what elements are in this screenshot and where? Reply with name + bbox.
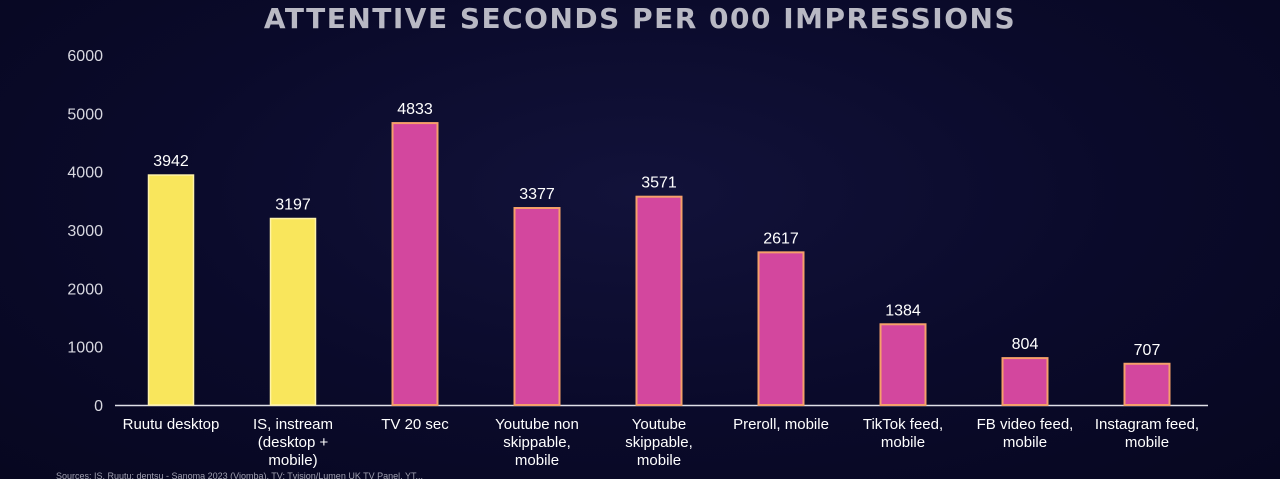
x-tick-label-line: mobile) — [268, 452, 317, 469]
bar — [269, 217, 317, 406]
x-tick-label: IS, instream (desktop + mobile) — [253, 416, 333, 469]
data-label: 2617 — [763, 230, 799, 247]
y-tick-label: 3000 — [67, 223, 103, 240]
x-tick-label-line: skippable, — [503, 434, 571, 451]
y-tick-label: 2000 — [67, 281, 103, 298]
x-tick-label-line: Youtube non — [495, 416, 579, 433]
x-tick-label-line: skippable, — [625, 434, 693, 451]
bar — [391, 122, 439, 406]
bar — [513, 207, 561, 406]
y-tick-label: 6000 — [67, 48, 103, 65]
x-tick-label: TikTok feed, mobile — [863, 416, 943, 451]
data-label: 3197 — [275, 197, 311, 214]
x-tick-label-line: Ruutu desktop — [123, 416, 220, 433]
x-tick-label-line: Instagram feed, — [1095, 416, 1199, 433]
x-tick-label: FB video feed, mobile — [977, 416, 1074, 451]
x-tick-label-line: mobile — [881, 434, 925, 451]
bar — [147, 174, 195, 406]
x-tick-label: Youtube skippable, mobile — [625, 416, 693, 469]
bar — [1123, 362, 1171, 406]
data-label: 804 — [1012, 336, 1039, 353]
data-label: 3377 — [519, 186, 555, 203]
bar — [757, 251, 805, 406]
y-tick-label: 1000 — [67, 340, 103, 357]
bar — [1001, 357, 1049, 407]
x-tick-label-line: mobile — [637, 452, 681, 469]
y-tick-label: 4000 — [67, 165, 103, 182]
x-tick-label: Instagram feed, mobile — [1095, 416, 1199, 451]
x-tick-label: Youtube non skippable, mobile — [495, 416, 579, 469]
x-tick-label: Ruutu desktop — [123, 416, 220, 433]
x-tick-label-line: Preroll, mobile — [733, 416, 829, 433]
x-tick-label-line: TikTok feed, — [863, 416, 943, 433]
data-label: 1384 — [885, 302, 921, 319]
chart-title: ATTENTIVE SECONDS PER 000 IMPRESSIONS — [263, 2, 1017, 35]
x-tick-label: Preroll, mobile — [733, 416, 829, 433]
data-label: 3571 — [641, 175, 677, 192]
source-footnote: Sources: IS, Ruutu: dentsu - Sanoma 2023… — [56, 471, 424, 479]
x-tick-label-line: (desktop + — [258, 434, 329, 451]
x-tick-label-line: IS, instream — [253, 416, 333, 433]
x-tick-label-line: mobile — [1003, 434, 1047, 451]
x-tick-label-line: Youtube — [632, 416, 687, 433]
x-tick-label-line: FB video feed, — [977, 416, 1074, 433]
y-tick-label: 0 — [94, 398, 103, 415]
bar — [635, 195, 683, 406]
data-label: 3942 — [153, 153, 189, 170]
x-tick-label-line: TV 20 sec — [381, 416, 449, 433]
x-tick-label-line: mobile — [515, 452, 559, 469]
x-tick-label: TV 20 sec — [381, 416, 449, 433]
bar — [879, 323, 927, 406]
y-tick-label: 5000 — [67, 106, 103, 123]
data-label: 4833 — [397, 101, 433, 118]
x-tick-label-line: mobile — [1125, 434, 1169, 451]
data-label: 707 — [1134, 342, 1161, 359]
